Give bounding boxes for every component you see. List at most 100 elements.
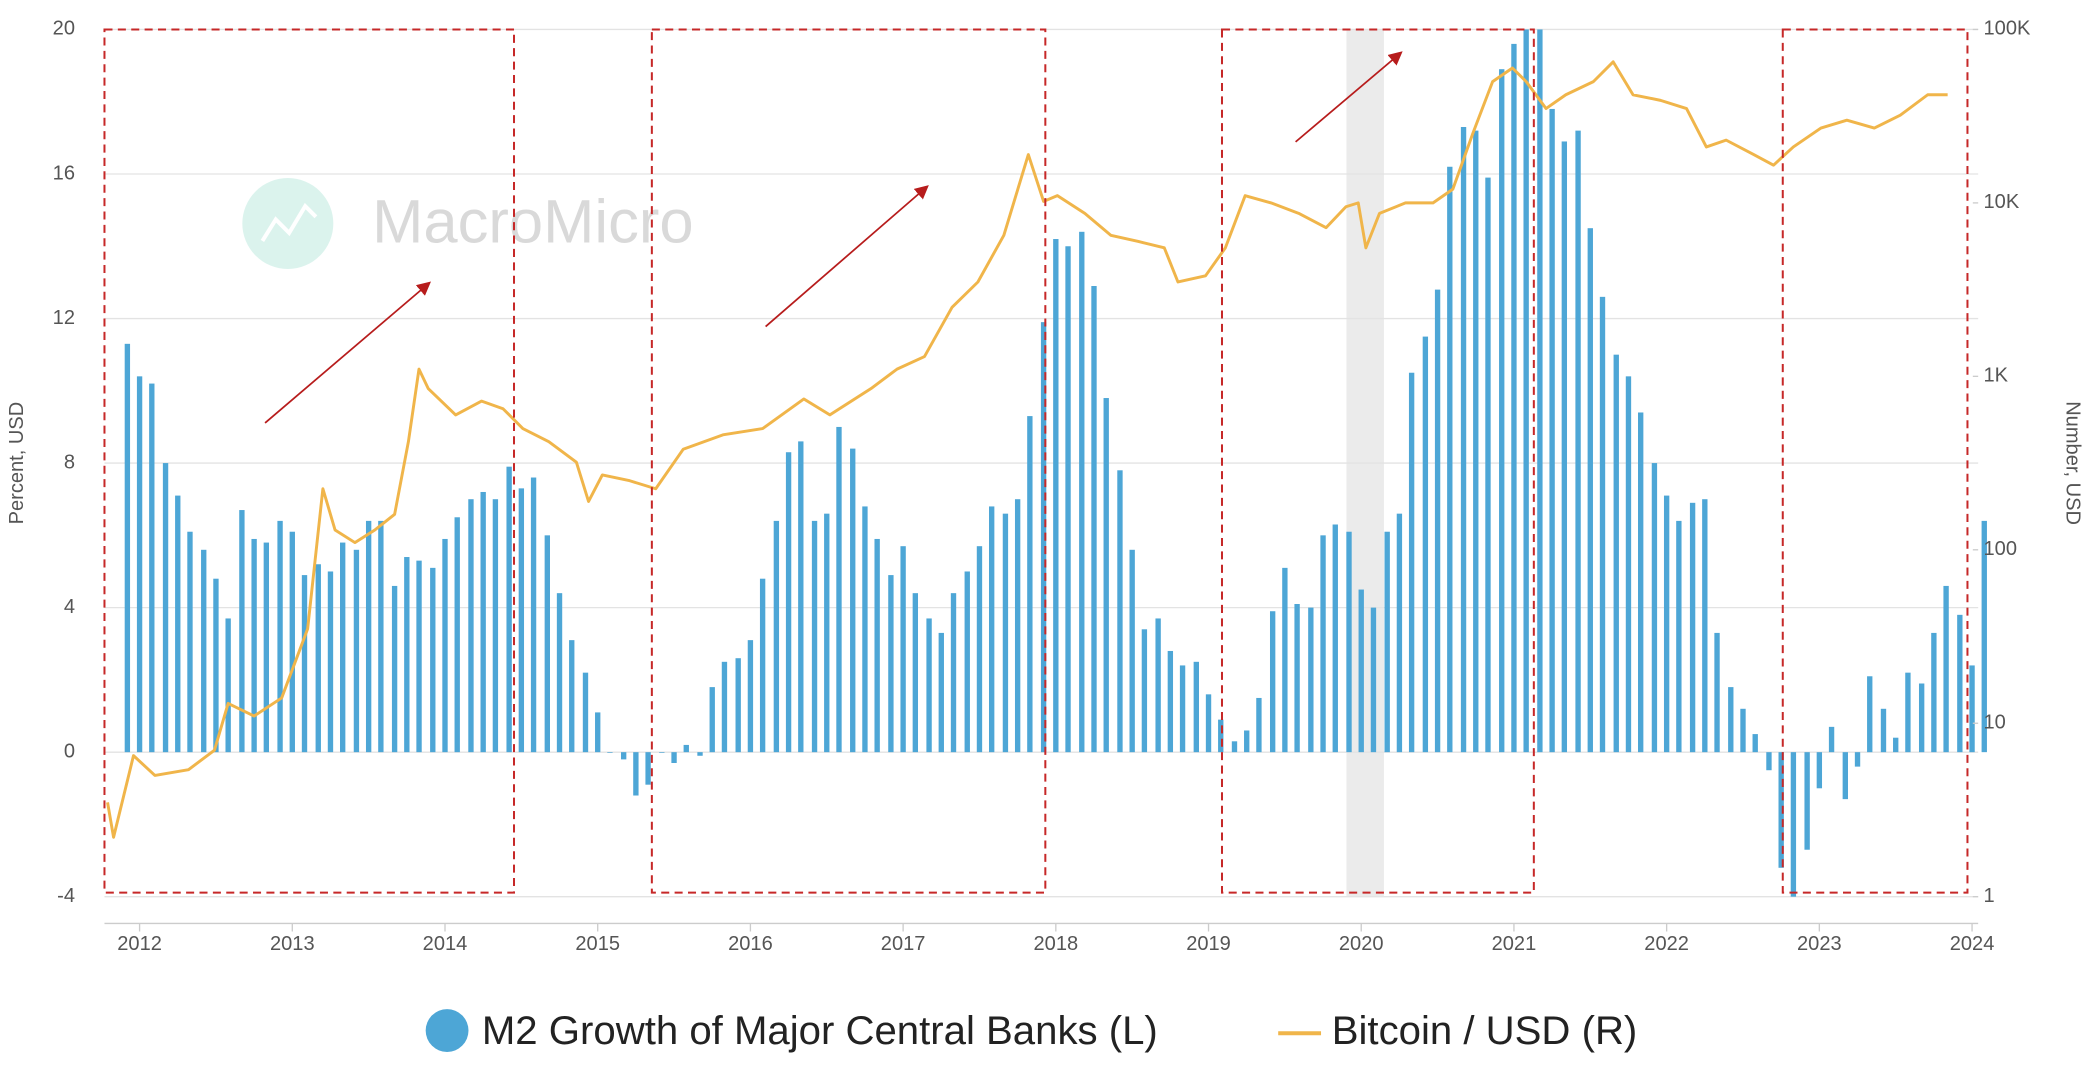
bar xyxy=(1714,632,1720,753)
bar xyxy=(1854,752,1861,767)
bar xyxy=(645,752,651,785)
bar xyxy=(824,513,830,753)
bar xyxy=(404,557,410,753)
bar xyxy=(1346,531,1352,753)
bar xyxy=(518,488,525,753)
bar xyxy=(976,546,983,753)
bar xyxy=(480,491,486,753)
bar xyxy=(1599,296,1606,753)
bar xyxy=(365,520,372,753)
bar xyxy=(1969,665,1975,753)
bar xyxy=(785,452,792,753)
bar xyxy=(162,463,169,753)
watermark-text: MacroMicro xyxy=(372,187,693,256)
bar xyxy=(1981,520,1987,753)
bar xyxy=(201,549,207,753)
bar xyxy=(1282,567,1288,753)
y-tick-label: 4 xyxy=(64,596,75,618)
bar xyxy=(1231,741,1238,753)
y-tick-label: 16 xyxy=(53,162,75,184)
bar xyxy=(964,571,970,753)
bar xyxy=(1103,398,1109,753)
highlight-box xyxy=(1220,28,1535,894)
bar xyxy=(1702,499,1708,753)
bar xyxy=(1804,752,1810,850)
bar xyxy=(950,593,957,753)
x-tick-label: 2023 xyxy=(1797,933,1842,955)
bar xyxy=(747,640,754,753)
bar xyxy=(1332,524,1338,753)
bar xyxy=(773,520,780,753)
bar xyxy=(1179,665,1186,753)
bar xyxy=(1308,607,1314,753)
bar xyxy=(850,448,856,753)
bar xyxy=(862,506,868,753)
bar xyxy=(1129,549,1135,753)
bar xyxy=(759,578,766,753)
bar xyxy=(391,585,398,753)
bar xyxy=(582,672,589,753)
bar xyxy=(938,632,944,753)
bar xyxy=(1002,513,1009,753)
bar xyxy=(620,752,627,760)
bar xyxy=(1625,376,1632,753)
watermark-icon xyxy=(260,202,318,242)
trend-arrow xyxy=(765,185,929,328)
x-tick-label: 2021 xyxy=(1492,933,1537,955)
bar xyxy=(239,510,245,753)
bar xyxy=(926,618,932,753)
bar xyxy=(1549,108,1555,753)
bar xyxy=(1575,130,1581,753)
bar xyxy=(912,593,919,753)
bar xyxy=(430,567,436,753)
highlight-box xyxy=(103,28,516,894)
bar xyxy=(1269,611,1276,753)
x-tick-label: 2019 xyxy=(1186,933,1231,955)
bar xyxy=(1728,687,1734,753)
bar xyxy=(530,477,537,753)
highlight-box xyxy=(1781,28,1969,894)
bar xyxy=(1613,354,1619,753)
y2-tick-label: 10K xyxy=(1984,191,2020,213)
y2-tick-label: 100K xyxy=(1984,18,2031,40)
bar xyxy=(1905,672,1911,753)
watermark-logo xyxy=(242,178,334,270)
bar xyxy=(633,752,639,796)
bar xyxy=(492,499,499,753)
annotations xyxy=(103,28,1969,894)
bar xyxy=(989,506,995,753)
y2-tick-label: 100 xyxy=(1984,538,2017,560)
x-tick-label: 2022 xyxy=(1644,933,1689,955)
bar xyxy=(1842,752,1848,800)
bar xyxy=(1740,708,1746,753)
y-axis-title: Percent, USD xyxy=(6,402,28,525)
x-tick-label: 2016 xyxy=(728,933,773,955)
bar xyxy=(1537,29,1543,753)
bar xyxy=(1918,683,1925,753)
y-tick-label: 20 xyxy=(53,18,75,40)
bar xyxy=(340,542,346,753)
y-tick-label: 8 xyxy=(64,451,75,473)
bar xyxy=(1447,166,1453,753)
bar xyxy=(301,575,308,753)
bar xyxy=(1473,130,1479,753)
bar xyxy=(1676,520,1682,753)
arrows xyxy=(264,51,1403,424)
bar xyxy=(1155,618,1161,753)
bar xyxy=(353,549,360,753)
bar xyxy=(607,752,613,753)
bar xyxy=(888,575,894,753)
bar xyxy=(1689,502,1696,753)
legend-label: M2 Growth of Major Central Banks (L) xyxy=(482,1008,1158,1053)
bar xyxy=(1358,589,1364,753)
bar xyxy=(1027,416,1033,753)
bar xyxy=(1396,513,1403,753)
bar xyxy=(709,687,715,753)
bar xyxy=(213,578,219,753)
y-tick-label: 0 xyxy=(64,740,75,762)
bar xyxy=(1943,585,1949,753)
y2-tick-label: 1 xyxy=(1984,885,1995,907)
bar xyxy=(1193,661,1199,753)
bar xyxy=(1141,629,1148,753)
bar xyxy=(289,531,295,753)
